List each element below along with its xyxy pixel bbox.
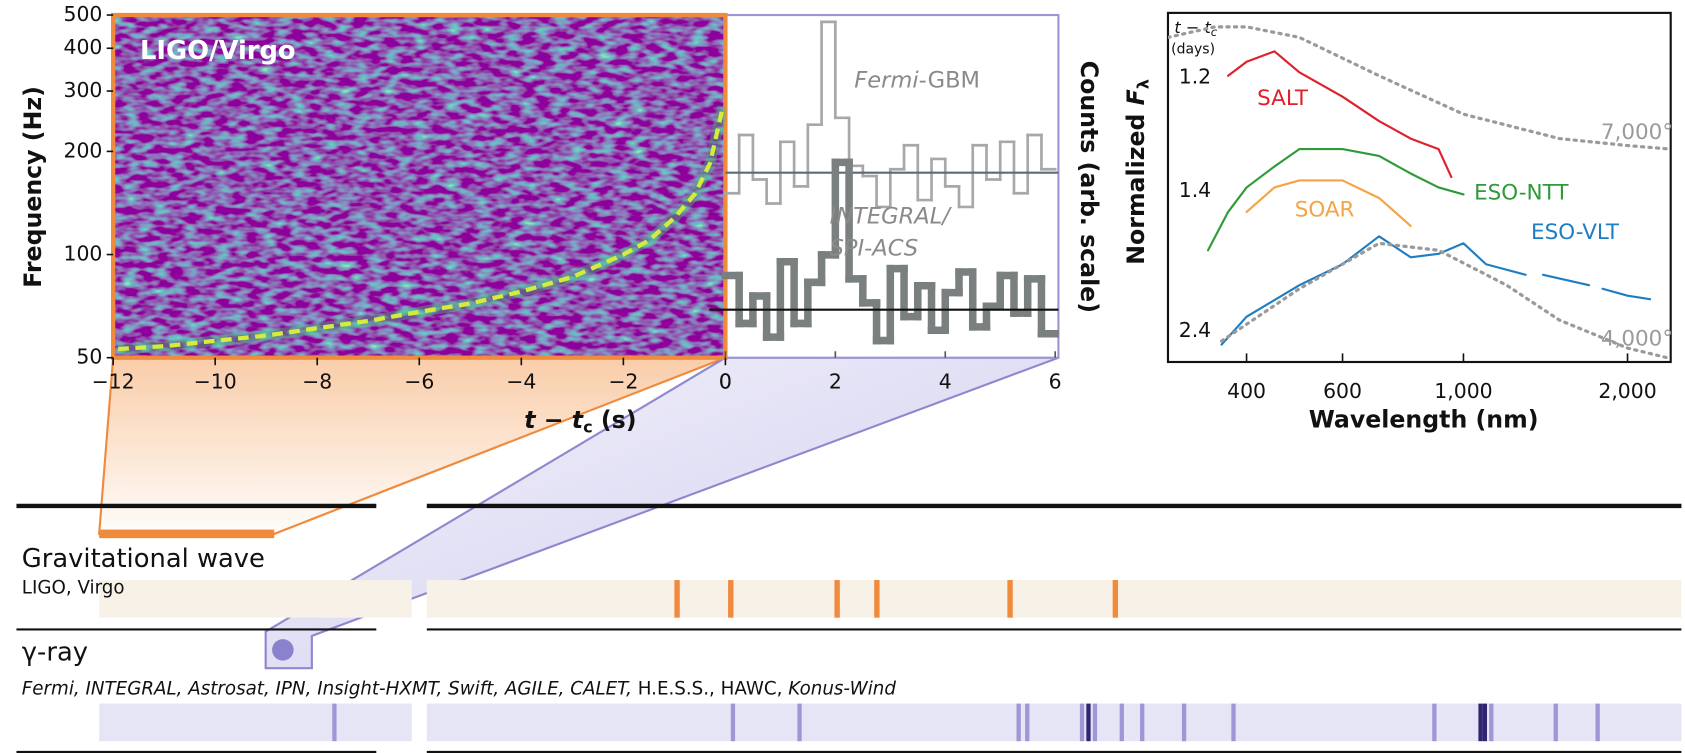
row-band [99,580,412,618]
chirp-track [118,106,725,352]
x-axis-label-part: c [583,417,593,436]
row-title: γ-ray [22,638,88,668]
x-tick-label: −12 [92,369,135,393]
row-band [99,703,412,742]
x-axis-label-part: − [536,406,572,434]
series-label: ESO-NTT [1474,180,1569,205]
y-tick-label: 50 [76,345,102,369]
y-tick-label: 400 [63,35,102,59]
series-label: SALT [1257,86,1309,111]
x-tick-label: −6 [404,369,434,393]
x-tick-label: 1,000 [1434,379,1492,403]
series-label: SOAR [1295,198,1355,223]
y-tick-label: 500 [63,2,102,26]
y-tick-label: 200 [63,138,102,162]
row-band [426,703,1682,742]
x-axis-label: Wavelength (nm) [1309,406,1539,434]
spectrum [1227,50,1453,179]
instrument-run: Fermi, INTEGRAL, Astrosat, IPN, Insight-… [22,679,638,700]
series-label: 7,000° [1601,120,1673,145]
instrument-list: LIGO, Virgo [22,578,125,599]
x-tick-label: 2,000 [1598,379,1656,403]
epoch-header-part: c [1211,25,1218,39]
x-tick-label: 400 [1227,379,1266,403]
epoch-label: 1.4 [1179,178,1211,202]
x-tick-label: −8 [302,369,332,393]
panel-title: LIGO/Virgo [140,36,296,66]
x-axis-label-part: (s) [593,406,637,434]
series-label: INTEGRAL/ [830,203,953,229]
epoch-label: 2.4 [1179,318,1211,342]
x-tick-label: 6 [1049,369,1062,393]
histogram-series [721,158,1059,345]
series-label-part: Fermi [854,67,919,93]
epoch-header: (days) [1171,41,1215,57]
blackbody-curve [1219,241,1671,361]
blackbody-curve [1167,25,1671,151]
gw-window [99,529,275,539]
x-tick-label: −2 [608,369,638,393]
spectrum [1245,179,1412,227]
series-label: Fermi-GBM [854,67,980,93]
x-tick-label: 0 [719,369,732,393]
series-label: 4,000° [1601,326,1673,351]
y-tick-label: 300 [63,78,102,102]
epoch-header: t − tc [1174,17,1217,38]
y-tick-label: 100 [63,242,102,266]
y-axis-label: Frequency (Hz) [19,86,47,288]
x-tick-label: 0 [719,369,732,393]
instrument-run: Konus-Wind [788,679,896,700]
series-label: ESO-VLT [1531,220,1620,245]
x-axis-label-part: t [572,406,585,434]
series-label-part: -GBM [919,67,980,93]
y-axis-label: Normalized Fλ [1121,79,1151,265]
spectrogram-background [113,15,726,358]
chirp [117,105,726,355]
series-label: SPI-ACS [830,236,919,262]
epoch-label: 1.2 [1179,64,1211,88]
y-axis-label: Counts (arb. scale) [1075,61,1103,313]
instrument-list: Fermi, INTEGRAL, Astrosat, IPN, Insight-… [22,679,897,700]
x-tick-label: −10 [194,369,237,393]
gamma-marker [272,639,294,661]
spectrum [1220,235,1652,346]
gw-events [674,580,1119,618]
instrument-run: LIGO, Virgo [22,578,125,599]
spectrum [1206,148,1465,252]
gamma-events [332,703,1600,742]
y-axis-label-part: F [1121,89,1149,105]
x-tick-label: −4 [506,369,536,393]
row-band [426,580,1682,618]
x-axis-label-part: t [524,406,537,434]
epoch-header-part: t − t [1174,17,1211,36]
row-title: Gravitational wave [22,544,265,574]
spectra [1167,25,1671,361]
x-tick-label: 600 [1323,379,1362,403]
timeline [16,503,1682,753]
x-axis-label: t − tc (s) [524,406,636,436]
instrument-run: H.E.S.S., HAWC, [638,679,789,700]
y-axis-label-part: λ [1133,79,1152,89]
x-tick-label: 2 [829,369,842,393]
x-tick-label: 4 [939,369,952,393]
spectra-frame [1166,11,1672,364]
y-axis-label-part: Normalized [1121,105,1149,264]
